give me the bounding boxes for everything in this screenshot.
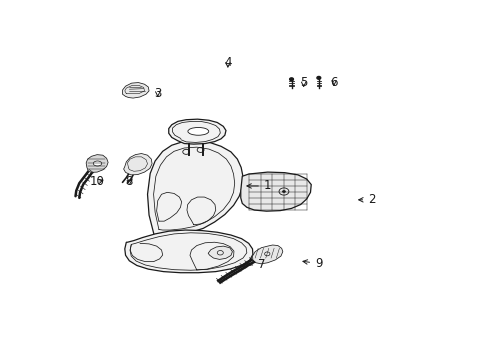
Text: 5: 5: [299, 76, 307, 89]
Polygon shape: [240, 172, 311, 211]
Text: 8: 8: [125, 175, 133, 188]
Polygon shape: [252, 245, 282, 264]
Polygon shape: [122, 82, 149, 98]
Text: 1: 1: [246, 179, 271, 193]
Polygon shape: [86, 155, 108, 172]
Ellipse shape: [187, 127, 208, 135]
Text: 6: 6: [329, 76, 337, 89]
Circle shape: [289, 78, 293, 81]
Text: 7: 7: [242, 258, 265, 271]
Text: 10: 10: [89, 175, 104, 188]
Circle shape: [316, 76, 320, 79]
Text: 3: 3: [154, 87, 161, 100]
Polygon shape: [124, 230, 252, 273]
Circle shape: [282, 190, 285, 193]
Polygon shape: [168, 119, 225, 144]
Text: 9: 9: [303, 257, 322, 270]
Polygon shape: [123, 153, 152, 175]
Text: 2: 2: [358, 193, 375, 206]
Polygon shape: [147, 141, 243, 235]
Text: 4: 4: [224, 56, 231, 69]
Ellipse shape: [93, 161, 102, 166]
Polygon shape: [208, 246, 232, 260]
